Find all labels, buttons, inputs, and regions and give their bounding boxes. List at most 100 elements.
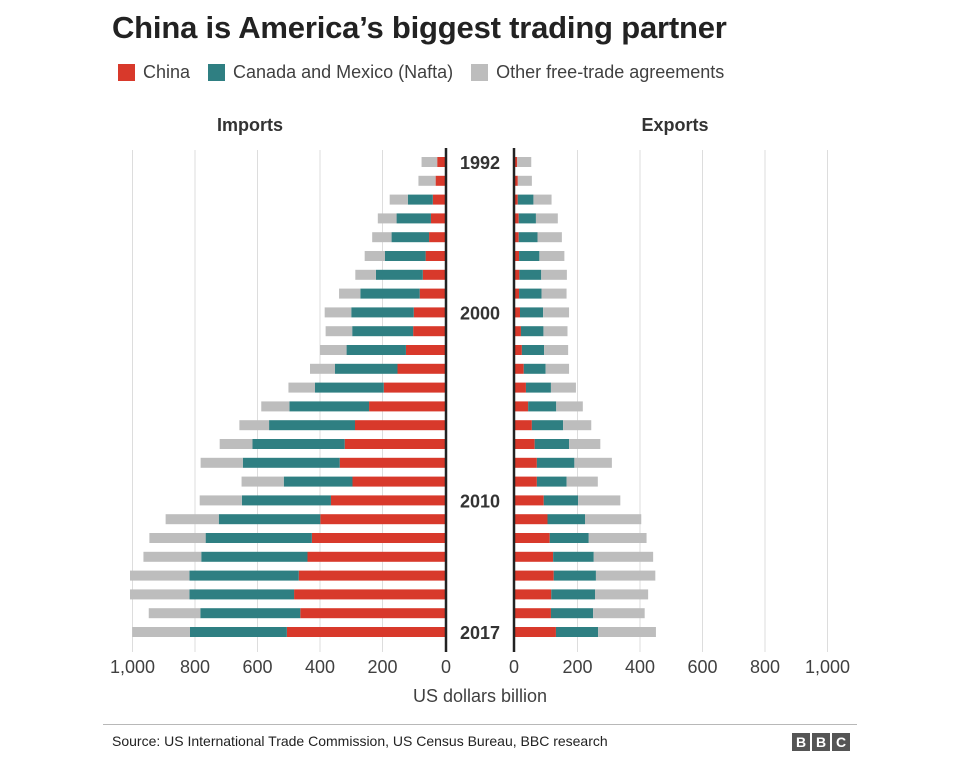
- export-bar-segment: [556, 401, 583, 412]
- import-bar-segment: [315, 382, 384, 393]
- export-bar-segment: [515, 401, 529, 412]
- export-bar-segment: [541, 288, 567, 299]
- import-bar-segment: [344, 439, 445, 449]
- import-bar-segment: [385, 251, 426, 261]
- export-bar-segment: [515, 533, 550, 543]
- x-tick-label-imports: 400: [305, 657, 335, 677]
- export-bar-segment: [515, 269, 520, 280]
- import-bar-segment: [241, 495, 331, 506]
- import-bar-segment: [165, 514, 219, 525]
- import-bar-segment: [352, 326, 414, 337]
- legend: China Canada and Mexico (Nafta) Other fr…: [118, 62, 742, 83]
- source-note: Source: US International Trade Commissio…: [112, 733, 608, 749]
- import-bar-segment: [339, 457, 445, 468]
- import-bar-segment: [352, 476, 445, 487]
- legend-label-nafta: Canada and Mexico (Nafta): [233, 62, 454, 82]
- export-bar-segment: [515, 175, 518, 186]
- export-bar-segment: [537, 232, 562, 243]
- export-bar-segment: [547, 514, 585, 525]
- export-bar-segment: [553, 570, 596, 581]
- export-bar-segment: [519, 251, 540, 261]
- export-bar-segment: [520, 307, 544, 318]
- chart-title: China is America’s biggest trading partn…: [112, 10, 727, 45]
- import-bar-segment: [190, 627, 287, 637]
- import-bar-segment: [288, 382, 315, 393]
- bbc-logo-block: B: [812, 733, 830, 751]
- legend-label-china: China: [143, 62, 191, 82]
- x-tick-label-imports: 1,000: [110, 657, 155, 677]
- import-bar-segment: [320, 514, 445, 525]
- import-bar-segment: [372, 232, 392, 243]
- import-bar-segment: [286, 627, 445, 637]
- import-bar-segment: [283, 476, 353, 487]
- export-bar-segment: [533, 194, 552, 205]
- export-bar-segment: [555, 627, 599, 637]
- import-bar-segment: [269, 420, 355, 431]
- import-bar-segment: [355, 269, 376, 280]
- import-bar-segment: [261, 401, 290, 412]
- x-tick-label-exports: 1,000: [805, 657, 850, 677]
- bbc-logo: B B C: [790, 733, 850, 751]
- export-bar-segment: [523, 363, 546, 374]
- export-bar-segment: [544, 345, 569, 355]
- export-bar-segment: [519, 269, 542, 280]
- import-bar-segment: [130, 570, 190, 581]
- import-bar-segment: [218, 514, 321, 525]
- x-tick-label-exports: 0: [509, 657, 519, 677]
- x-tick-label-exports: 200: [562, 657, 592, 677]
- year-label: 1992: [460, 153, 500, 173]
- export-bar-segment: [515, 551, 554, 562]
- export-bar-segment: [515, 495, 544, 506]
- x-tick-label-imports: 600: [242, 657, 272, 677]
- import-bar-segment: [241, 476, 284, 487]
- export-bar-segment: [588, 533, 647, 543]
- panel-title-exports: Exports: [641, 115, 708, 135]
- import-bar-segment: [242, 457, 340, 468]
- x-tick-label-imports: 800: [180, 657, 210, 677]
- export-bar-segment: [515, 288, 520, 299]
- import-bar-segment: [307, 551, 445, 562]
- import-bar-segment: [397, 363, 445, 374]
- legend-item-other: Other free-trade agreements: [471, 62, 724, 83]
- export-bar-segment: [515, 232, 519, 243]
- import-bar-segment: [239, 420, 270, 431]
- import-bar-segment: [389, 194, 408, 205]
- export-bar-segment: [515, 363, 524, 374]
- export-bar-segment: [543, 307, 570, 318]
- legend-label-other: Other free-trade agreements: [496, 62, 725, 82]
- import-bar-segment: [351, 307, 414, 318]
- x-tick-label-exports: 600: [687, 657, 717, 677]
- import-bar-segment: [200, 608, 301, 619]
- export-bar-segment: [598, 627, 656, 637]
- export-bar-segment: [541, 269, 567, 280]
- export-bar-segment: [550, 608, 594, 619]
- export-bar-segment: [515, 439, 535, 449]
- year-label: 2000: [460, 303, 500, 323]
- footer-divider: [103, 724, 857, 725]
- import-bar-segment: [330, 495, 445, 506]
- import-bar-segment: [310, 363, 335, 374]
- import-bar-segment: [205, 533, 312, 543]
- export-bar-segment: [515, 608, 551, 619]
- import-bar-segment: [435, 175, 445, 186]
- x-tick-label-exports: 800: [750, 657, 780, 677]
- import-bar-segment: [421, 157, 438, 167]
- export-bar-segment: [525, 382, 551, 393]
- import-bar-segment: [396, 213, 431, 224]
- import-bar-segment: [413, 307, 445, 318]
- import-bar-segment: [149, 533, 206, 543]
- import-bar-segment: [219, 439, 253, 449]
- export-bar-segment: [515, 514, 548, 525]
- export-bar-segment: [593, 551, 654, 562]
- export-bar-segment: [593, 608, 645, 619]
- export-bar-segment: [515, 194, 518, 205]
- x-tick-label-imports: 200: [367, 657, 397, 677]
- import-bar-segment: [405, 345, 445, 355]
- import-bar-segment: [199, 495, 242, 506]
- export-bar-segment: [515, 345, 522, 355]
- export-bar-segment: [534, 439, 570, 449]
- bbc-logo-block: C: [832, 733, 850, 751]
- import-bar-segment: [252, 439, 345, 449]
- export-bar-segment: [536, 457, 575, 468]
- import-bar-segment: [132, 627, 190, 637]
